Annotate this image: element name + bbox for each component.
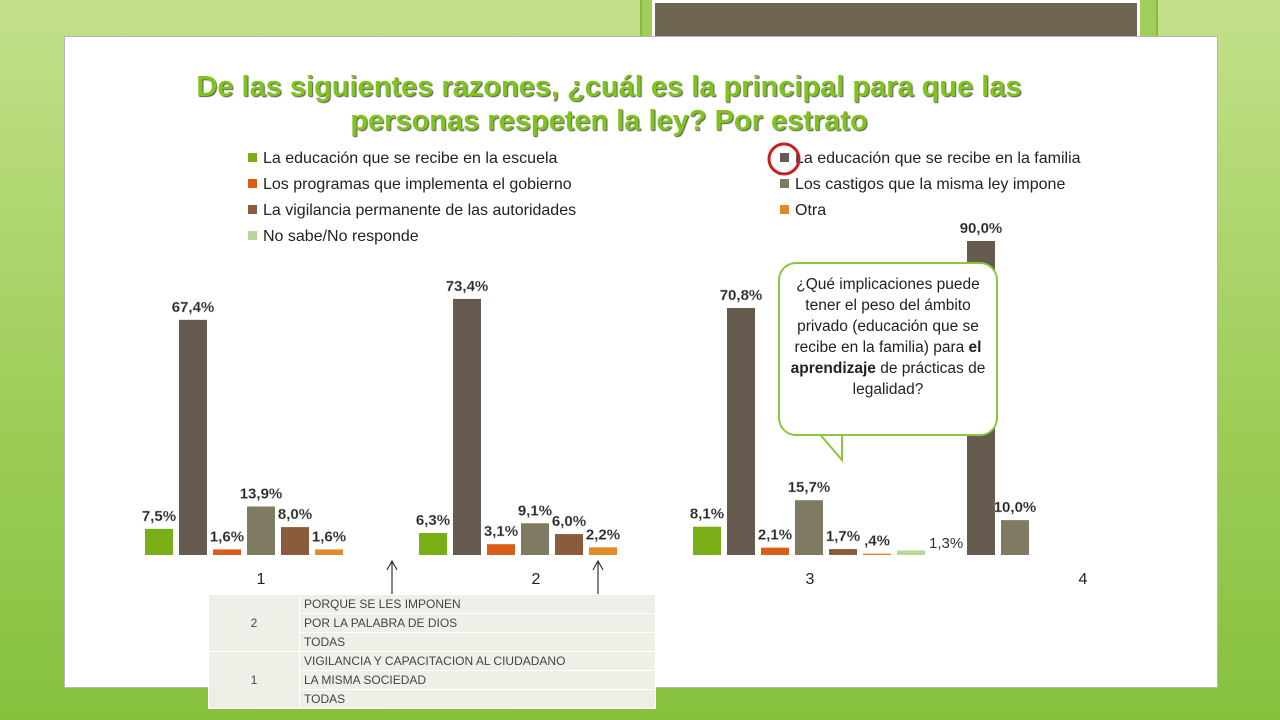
data-label: 10,0% xyxy=(994,499,1037,516)
data-label: 3,1% xyxy=(484,523,518,540)
table-cell: LA MISMA SOCIEDAD xyxy=(299,670,656,690)
data-label: 2,1% xyxy=(758,527,792,544)
category-label: 3 xyxy=(806,571,815,588)
bar xyxy=(897,550,925,555)
data-label: 9,1% xyxy=(518,502,552,519)
table-cell: VIGILANCIA Y CAPACITACION AL CIUDADANO xyxy=(299,651,656,671)
bar xyxy=(863,553,891,555)
bubble-text-bold: el aprendizaje xyxy=(790,339,982,377)
bar xyxy=(521,523,549,555)
legend-item: La vigilancia permanente de las autorida… xyxy=(248,202,576,220)
bar xyxy=(281,527,309,555)
table-estrato-cell: 2 xyxy=(208,594,300,652)
legend-label: Los castigos que la misma ley impone xyxy=(795,176,1066,193)
table-cell: TODAS xyxy=(299,689,656,709)
legend-swatch xyxy=(248,231,257,240)
data-label: 1,3% xyxy=(929,535,963,552)
legend-label: No sabe/No responde xyxy=(263,228,419,245)
data-label: 90,0% xyxy=(960,220,1003,237)
bar xyxy=(1001,520,1029,555)
data-label: 2,2% xyxy=(586,526,620,543)
category-label: 2 xyxy=(532,571,541,588)
data-label: ,4% xyxy=(864,533,890,550)
bar xyxy=(727,307,755,555)
data-label: 1,6% xyxy=(312,528,346,545)
table-cell: POR LA PALABRA DE DIOS xyxy=(299,613,656,633)
table-row: TODAS xyxy=(209,689,656,709)
legend-swatch xyxy=(248,205,257,214)
legend-swatch xyxy=(248,179,257,188)
table-estrato-cell: 1 xyxy=(208,651,300,709)
responses-table: 2 PORQUE SE LES IMPONEN POR LA PALABRA D… xyxy=(208,594,656,709)
table-row: 1 VIGILANCIA Y CAPACITACION AL CIUDADANO xyxy=(208,651,656,709)
bar xyxy=(419,533,447,555)
table-cell: TODAS xyxy=(299,632,656,652)
bar xyxy=(761,547,789,555)
legend-swatch xyxy=(780,153,789,162)
category-label: 4 xyxy=(1079,571,1088,588)
legend-item: La educación que se recibe en la familia xyxy=(780,150,1081,168)
legend-item: Los castigos que la misma ley impone xyxy=(780,176,1065,194)
data-label: 6,0% xyxy=(552,513,586,530)
bar xyxy=(829,549,857,555)
table-cell: PORQUE SE LES IMPONEN xyxy=(299,594,656,614)
legend-item: No sabe/No responde xyxy=(248,228,419,246)
bubble-text-end: de prácticas de legalidad? xyxy=(852,360,986,398)
bar xyxy=(555,534,583,555)
data-label: 67,4% xyxy=(172,299,215,316)
bar xyxy=(693,526,721,555)
bubble-text-start: ¿Qué implicaciones puede tener el peso d… xyxy=(794,276,980,356)
legend-item: Otra xyxy=(780,202,826,220)
bar xyxy=(315,549,343,555)
bar xyxy=(453,298,481,555)
data-label: 1,6% xyxy=(210,528,244,545)
data-label: 15,7% xyxy=(788,479,831,496)
legend-label: La educación que se recibe en la familia xyxy=(795,150,1081,167)
bar xyxy=(179,319,207,555)
data-label: 1,7% xyxy=(826,528,860,545)
chart-title: De las siguientes razones, ¿cuál es la p… xyxy=(64,70,1154,138)
data-label: 70,8% xyxy=(720,287,763,304)
data-label: 73,4% xyxy=(446,278,489,295)
chart-title-line-1: De las siguientes razones, ¿cuál es la p… xyxy=(196,71,1022,103)
legend-label: La educación que se recibe en la escuela xyxy=(263,150,558,167)
bar xyxy=(795,500,823,555)
table-row: 2 PORQUE SE LES IMPONEN xyxy=(208,594,656,652)
data-label: 8,0% xyxy=(278,506,312,523)
chart-title-line-2: personas respeten la ley? Por estrato xyxy=(350,105,868,137)
legend-label: La vigilancia permanente de las autorida… xyxy=(263,202,577,219)
legend-label: Los programas que implementa el gobierno xyxy=(263,176,572,193)
category-label: 1 xyxy=(257,571,266,588)
legend-swatch xyxy=(248,153,257,162)
legend-label: Otra xyxy=(795,202,827,219)
data-label: 6,3% xyxy=(416,512,450,529)
slide-content-area xyxy=(64,36,1218,688)
arrow-head-icon xyxy=(386,559,398,571)
bar xyxy=(247,506,275,555)
arrow-head-icon xyxy=(592,559,604,571)
legend-item: La educación que se recibe en la escuela xyxy=(248,150,557,168)
data-label: 13,9% xyxy=(240,486,283,503)
bar xyxy=(145,528,173,555)
legend-swatch xyxy=(780,179,789,188)
legend-swatch xyxy=(780,205,789,214)
annotation-circle xyxy=(767,142,801,176)
data-label: 8,1% xyxy=(690,506,724,523)
legend-item: Los programas que implementa el gobierno xyxy=(248,176,572,194)
speech-bubble: ¿Qué implicaciones puede tener el peso d… xyxy=(778,262,998,436)
bar xyxy=(213,549,241,555)
data-label: 7,5% xyxy=(142,508,176,525)
bar xyxy=(487,544,515,555)
bar xyxy=(589,547,617,555)
